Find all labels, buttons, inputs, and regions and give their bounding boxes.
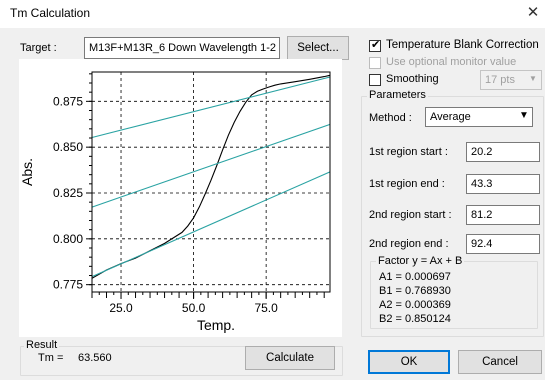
chevron-down-icon: ▼ [519, 110, 529, 121]
melting-curve-line [91, 74, 331, 279]
target-label: Target : [20, 42, 57, 54]
optional-monitor-checkbox[interactable] [369, 57, 381, 69]
y-tick-label: 0.775 [53, 278, 83, 292]
smoothing-label: Smoothing [386, 73, 439, 85]
y-tick-label: 0.825 [53, 186, 83, 200]
baseline-line-2 [91, 123, 331, 208]
plot-frame [91, 71, 331, 293]
y-tick-label: 0.850 [53, 140, 83, 154]
region2-start-input[interactable]: 81.2 [466, 205, 540, 225]
chart-grid [92, 72, 330, 292]
chevron-down-icon: ▼ [529, 74, 537, 83]
tm-label: Tm = [38, 352, 64, 364]
result-group-label: Result [24, 339, 60, 351]
y-tick-label: 0.875 [53, 94, 83, 108]
parameters-group [361, 96, 544, 337]
x-tick-label: 75.0 [254, 301, 278, 315]
region1-start-input[interactable]: 20.2 [466, 142, 540, 162]
region1-start-label: 1st region start : [369, 146, 448, 158]
check-icon: ✔ [371, 39, 381, 51]
method-label: Method : [369, 112, 412, 124]
tm-chart: 25.0 50.0 75.0 0.775 0.800 0.825 0.850 0.875 Tem… [19, 71, 331, 333]
region1-end-label: 1st region end : [369, 178, 445, 190]
target-field[interactable]: M13F+M13R_6 Down Wavelength 1-2 [84, 37, 280, 59]
calculate-button[interactable]: Calculate [245, 346, 335, 370]
chart-axes: 25.0 50.0 75.0 0.775 0.800 0.825 0.850 0.875 Tem… [19, 71, 331, 333]
x-axis-label: Temp. [197, 317, 235, 333]
tm-value: 63.560 [78, 352, 112, 364]
method-select[interactable]: Average ▼ [425, 107, 533, 127]
temp-blank-correction-checkbox[interactable]: ✔ [369, 39, 381, 52]
baseline-line-3 [91, 76, 331, 139]
factor-group-label: Factor y = Ax + B [376, 255, 465, 267]
region1-end-input[interactable]: 43.3 [466, 174, 540, 194]
y-tick-label: 0.800 [53, 232, 83, 246]
title-bar [0, 0, 545, 28]
y-axis-label: Abs. [19, 158, 35, 186]
optional-monitor-label: Use optional monitor value [386, 56, 517, 68]
chart-series [91, 74, 331, 279]
smoothing-points-value: 17 pts [485, 74, 515, 86]
factor-b2: B2 = 0.850124 [379, 313, 451, 325]
factor-b1: B1 = 0.768930 [379, 285, 451, 297]
temp-blank-correction-label: Temperature Blank Correction [386, 39, 539, 51]
chart-area: 25.0 50.0 75.0 0.775 0.800 0.825 0.850 0.875 Tem… [19, 59, 342, 337]
ok-button[interactable]: OK [368, 350, 450, 374]
region2-end-input[interactable]: 92.4 [466, 234, 540, 254]
baseline-line-1 [91, 171, 331, 278]
result-group [20, 346, 343, 376]
smoothing-checkbox[interactable] [369, 74, 381, 86]
parameters-group-label: Parameters [367, 89, 428, 101]
select-button[interactable]: Select... [287, 36, 349, 60]
x-tick-label: 25.0 [109, 301, 133, 315]
region2-start-label: 2nd region start : [369, 209, 452, 221]
factor-a1: A1 = 0.000697 [379, 271, 451, 283]
smoothing-points-select[interactable]: 17 pts ▼ [480, 70, 542, 90]
factor-a2: A2 = 0.000369 [379, 299, 451, 311]
method-value: Average [430, 111, 471, 123]
region2-end-label: 2nd region end : [369, 238, 449, 250]
window-title: Tm Calculation [10, 6, 91, 20]
cancel-button[interactable]: Cancel [458, 350, 542, 374]
close-icon[interactable]: ✕ [526, 4, 540, 21]
x-tick-label: 50.0 [182, 301, 206, 315]
